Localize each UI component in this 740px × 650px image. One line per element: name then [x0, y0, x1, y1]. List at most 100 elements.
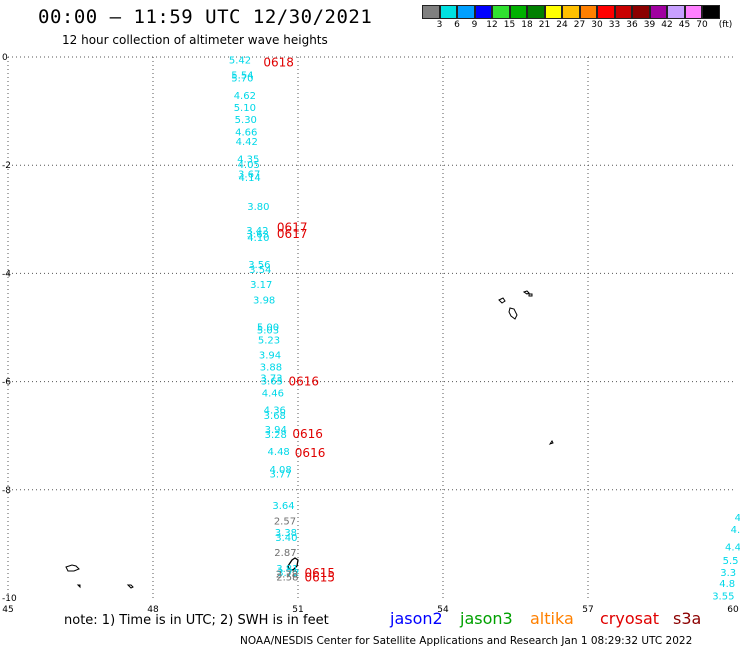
swh-value-label: 5.42 [229, 56, 251, 67]
legend-label: 3 [436, 20, 443, 30]
legend-label: 9 [471, 20, 478, 30]
swh-value-label: 3.98 [253, 295, 275, 306]
swh-value-label-east: 4 [735, 513, 740, 524]
legend-swatch [632, 5, 650, 19]
island-small-east [548, 440, 554, 445]
island-seychelles-2 [522, 290, 530, 295]
lat-tick-label: -10 [2, 594, 17, 604]
swh-value-label: 4.62 [234, 91, 256, 102]
swh-value-label: 5.70 [231, 74, 253, 85]
swh-value-label: 4.36 [264, 406, 286, 417]
legend-label: 24 [556, 20, 568, 30]
map-subtitle: 12 hour collection of altimeter wave hei… [62, 33, 328, 47]
island-comoros-2 [76, 584, 81, 589]
swh-value-label: 3.77 [269, 470, 291, 481]
island-seychelles-3 [528, 293, 533, 297]
swh-value-label: 5.23 [258, 335, 280, 346]
legend-swatch [474, 5, 492, 19]
lat-tick-label: 0 [2, 53, 8, 63]
legend-swatch [684, 5, 702, 19]
legend-label: 15 [503, 20, 516, 30]
island-comoros-1 [65, 564, 80, 572]
swh-value-label: 4.35 [237, 155, 259, 166]
legend-swatch [579, 5, 597, 19]
swh-value-label: 4.48 [268, 447, 290, 458]
satellite-name-altika: altika [530, 609, 574, 628]
swh-value-label: 3.72 [277, 568, 299, 579]
swh-value-label: 3.54 [249, 265, 271, 276]
island-seychelles-main [508, 307, 518, 320]
swh-value-label: 3.73 [260, 373, 282, 384]
land-features [65, 290, 554, 589]
swh-value-label: 3.67 [238, 169, 260, 180]
legend-swatch [527, 5, 545, 19]
swh-value-label: 5.10 [234, 103, 256, 114]
legend-label: 21 [538, 20, 551, 30]
swh-value-label-east: 3.3 [720, 568, 736, 579]
legend-label: 42 [661, 20, 673, 30]
swh-value-label: 5.00 [257, 322, 279, 333]
pass-time-label: 0617 [277, 220, 308, 234]
lat-tick-label: -4 [2, 269, 11, 279]
legend-label: 33 [608, 20, 621, 30]
swh-value-label: 4.14 [239, 173, 261, 184]
legend-swatch [492, 5, 510, 19]
swh-value-label: 3.94 [259, 351, 281, 362]
color-scale-legend: 3 6 9 12 15 18 21 24 27 30 33 36 39 42 45 70 (ft) [422, 5, 733, 33]
legend-swatches [422, 5, 720, 19]
lon-tick-label: 51 [292, 605, 303, 615]
island-aldabra [287, 557, 299, 571]
legend-label: 39 [643, 20, 656, 30]
legend-swatch [614, 5, 632, 19]
swh-value-label: 4.08 [269, 465, 291, 476]
satellite-name-cryosat: cryosat [600, 609, 660, 628]
swh-value-label-east: 5.5 [723, 556, 739, 567]
swh-value-label: 5.30 [235, 115, 257, 126]
legend-swatch [439, 5, 457, 19]
lon-tick-label: 54 [437, 605, 449, 615]
legend-swatch [667, 5, 685, 19]
swh-value-label: 3.64 [272, 501, 294, 512]
legend-swatch [544, 5, 562, 19]
satellite-name-s3a: s3a [673, 609, 702, 628]
swh-value-label-east: 4.4 [725, 543, 740, 554]
lat-tick-label: -2 [2, 161, 11, 171]
pass-time-label: 0618 [263, 55, 294, 69]
legend-label: 45 [678, 20, 691, 30]
legend-swatch [597, 5, 615, 19]
legend-swatch [422, 5, 440, 19]
legend-swatch [562, 5, 580, 19]
credit-line: NOAA/NESDIS Center for Satellite Applica… [240, 635, 693, 647]
swh-value-label: 3.38 [275, 528, 297, 539]
lat-tick-label: -8 [2, 486, 11, 496]
footnote: note: 1) Time is in UTC; 2) SWH is in fe… [64, 613, 329, 628]
swh-value-label: 3.56 [248, 260, 270, 271]
swh-value-label: 3.88 [260, 362, 282, 373]
lon-tick-label: 48 [147, 605, 159, 615]
legend-labels: 3 6 9 12 15 18 21 24 27 30 33 36 39 42 45 70 (ft) [422, 19, 733, 33]
swh-value-label-gray: 2.57 [274, 517, 296, 528]
legend-swatch [509, 5, 527, 19]
legend-label: 36 [626, 20, 638, 30]
legend-label: 6 [454, 20, 460, 30]
swh-value-label: 3.65 [261, 377, 283, 388]
satellite-name-jason3: jason3 [460, 609, 513, 628]
pass-time-label: 0617 [277, 227, 308, 241]
island-seychelles-1 [498, 297, 506, 304]
legend-unit: (ft) [718, 20, 733, 30]
lon-tick-label: 45 [2, 605, 13, 615]
swh-value-label: 3.63 [247, 229, 269, 240]
swh-value-label: 5.03 [257, 326, 279, 337]
swh-value-label: 3.94 [265, 425, 287, 436]
swh-value-label-east: 3.55 [712, 591, 734, 602]
swh-value-label: 3.68 [264, 411, 286, 422]
island-comoros-3 [126, 584, 134, 589]
lon-tick-label: 60 [727, 605, 739, 615]
swh-value-label: 3.17 [250, 280, 272, 291]
swh-value-label-gray: 2.58 [276, 572, 298, 583]
swh-value-label: 4.46 [262, 388, 284, 399]
swh-value-label-east: 4. [731, 525, 740, 536]
swh-value-label: 5.54 [231, 70, 253, 81]
legend-swatch [457, 5, 475, 19]
